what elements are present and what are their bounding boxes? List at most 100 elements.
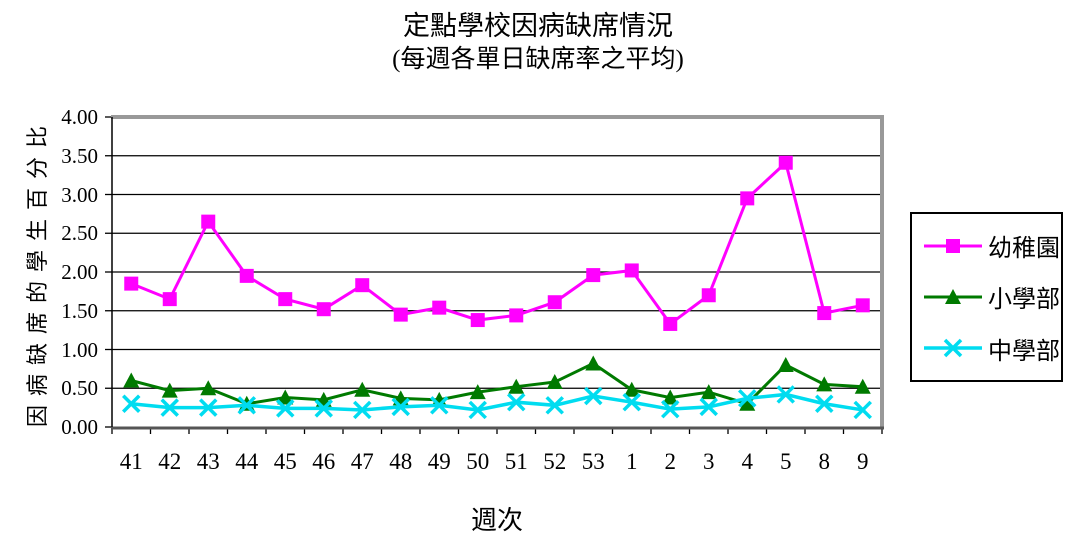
- marker-x-2-10: [507, 392, 526, 412]
- marker-x-2-6: [353, 400, 372, 420]
- marker-square-0-4: [278, 292, 293, 307]
- x-tick-label: 5: [780, 449, 792, 474]
- y-tick-label: 2.50: [61, 221, 98, 246]
- legend-marker-icon: [924, 339, 982, 358]
- marker-square-0-16: [740, 191, 755, 206]
- marker-square-0-14: [663, 316, 678, 331]
- x-tick-label: 48: [389, 449, 413, 474]
- y-tick-label: 1.00: [61, 337, 98, 362]
- marker-x-2-8: [430, 396, 449, 415]
- legend-label: 幼稚園: [988, 236, 1060, 263]
- marker-x-2-9: [468, 400, 487, 420]
- marker-x-2-14: [661, 399, 680, 419]
- marker-triangle-1-17: [777, 357, 794, 372]
- x-tick-label: 45: [273, 449, 297, 474]
- marker-triangle-1-13: [623, 381, 640, 397]
- x-tick-label: 51: [504, 449, 528, 474]
- marker-x-2-18: [815, 394, 834, 413]
- marker-x-2-13: [622, 392, 641, 412]
- x-tick-label: 46: [312, 449, 336, 474]
- marker-square-0-9: [470, 313, 485, 328]
- chart-title-line1: 定點學校因病缺席情況: [403, 11, 673, 41]
- marker-x-2-5: [314, 399, 333, 418]
- x-tick-label: 3: [703, 449, 715, 474]
- series-line-0: [130, 159, 864, 327]
- marker-x-2-11: [545, 396, 564, 415]
- marker-x-2-3: [237, 396, 256, 415]
- marker-triangle-1-14: [662, 389, 679, 405]
- marker-square-0-7: [393, 307, 408, 322]
- marker-x-2-2: [199, 398, 218, 417]
- marker-square-0-15: [701, 288, 716, 303]
- marker-triangle-1-16: [739, 395, 756, 411]
- marker-x-2-0: [122, 394, 141, 413]
- x-tick-label: 52: [543, 449, 567, 474]
- marker-x-2-15: [699, 397, 718, 417]
- marker-triangle-1-18: [816, 376, 833, 392]
- legend-label: 小學部: [988, 287, 1060, 314]
- marker-x-2-12: [584, 386, 603, 406]
- y-tick-label: 4.00: [61, 105, 98, 129]
- x-tick-label: 47: [350, 449, 374, 474]
- legend-item-1: 小學部: [912, 279, 1061, 314]
- marker-square-0-3: [239, 268, 254, 283]
- legend-item-0: 幼稚園: [912, 228, 1061, 263]
- legend-label: 中學部: [988, 338, 1060, 365]
- marker-square-0-0: [124, 276, 139, 291]
- chart-title-line2: (每週各單日缺席率之平均): [392, 45, 684, 73]
- x-tick-label: 41: [119, 449, 143, 474]
- marker-square-0-5: [316, 302, 331, 317]
- y-tick-label: 2.00: [61, 260, 98, 284]
- series-line-2: [131, 392, 864, 412]
- x-tick-label: 1: [626, 449, 638, 474]
- x-tick-label: 50: [466, 449, 490, 474]
- marker-triangle-1-15: [700, 384, 717, 400]
- legend-marker-icon: [924, 288, 982, 304]
- x-tick-label: 9: [857, 449, 869, 474]
- chart-title: 定點學校因病缺席情況 (每週各單日缺席率之平均): [0, 10, 1076, 75]
- marker-square-0-2: [201, 214, 216, 229]
- marker-x-2-4: [276, 399, 295, 418]
- y-tick-label: 3.00: [61, 182, 98, 207]
- x-tick-label: 44: [235, 449, 259, 474]
- x-tick-label: 42: [158, 449, 182, 474]
- marker-triangle-1-4: [277, 389, 294, 405]
- marker-square-0-12: [586, 268, 601, 283]
- x-tick-label: 8: [818, 449, 831, 474]
- y-tick-label: 1.50: [61, 298, 98, 323]
- marker-square-0-8: [432, 300, 447, 315]
- marker-square-0-13: [624, 263, 639, 278]
- x-tick-label: 53: [581, 449, 605, 474]
- x-tick-label: 4: [741, 449, 754, 474]
- marker-square-0-18: [817, 306, 832, 321]
- y-tick-label: 3.50: [61, 143, 98, 168]
- marker-triangle-1-19: [854, 378, 871, 394]
- marker-x-2-16: [738, 389, 757, 408]
- marker-x-2-7: [391, 397, 410, 417]
- marker-triangle-1-1: [161, 382, 178, 398]
- marker-triangle-1-10: [508, 378, 525, 394]
- marker-square-0-6: [355, 278, 370, 293]
- y-tick-label: 0.00: [61, 415, 98, 439]
- x-tick-label: 2: [664, 449, 677, 474]
- marker-triangle-1-9: [469, 384, 486, 400]
- marker-x-2-19: [853, 400, 872, 420]
- legend-marker-icon: [924, 238, 982, 253]
- series-line-1: [130, 361, 863, 406]
- x-tick-label: 43: [196, 449, 220, 474]
- marker-square-0-1: [162, 292, 177, 307]
- x-tick-label: 49: [427, 449, 451, 474]
- marker-triangle-1-11: [546, 374, 563, 390]
- marker-triangle-1-0: [123, 372, 140, 388]
- marker-square-0-11: [547, 295, 562, 310]
- marker-triangle-1-12: [585, 355, 602, 371]
- marker-square-0-19: [855, 298, 870, 313]
- marker-square-0-17: [778, 155, 793, 170]
- marker-x-2-17: [776, 385, 795, 404]
- marker-triangle-1-6: [354, 381, 371, 397]
- legend-item-2: 中學部: [912, 331, 1061, 366]
- y-tick-label: 0.50: [61, 376, 98, 401]
- marker-x-2-1: [160, 398, 179, 417]
